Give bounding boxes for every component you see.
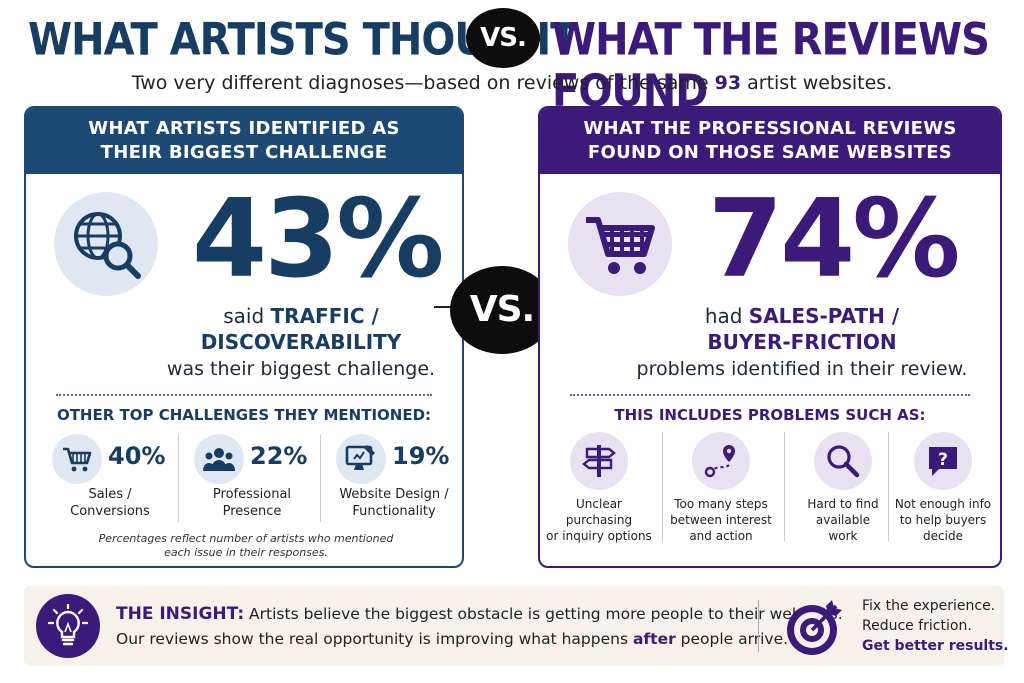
problem-label: Too many steps between interest and action — [664, 496, 778, 544]
problem-label: Hard to find available work — [786, 496, 900, 544]
problem-label-line1: Hard to find — [807, 497, 879, 511]
title-vs-badge: VS. — [466, 8, 540, 68]
insight-line1: THE INSIGHT: Artists believe the biggest… — [116, 604, 843, 624]
problem-label-line1: Too many steps — [674, 497, 768, 511]
challenge-label: Website Design / Functionality — [324, 486, 464, 520]
middle-vs-badge: VS. — [450, 266, 554, 354]
cta-line2: Reduce friction. — [862, 618, 972, 634]
problem-divider — [888, 432, 889, 542]
footnote-line1: Percentages reflect number of artists wh… — [98, 532, 394, 545]
dotted-divider — [570, 394, 970, 396]
problem-divider — [784, 432, 785, 542]
challenge-label-line2: Conversions — [70, 504, 150, 519]
insight-bar: THE INSIGHT: Artists believe the biggest… — [24, 586, 1009, 666]
problem-label: Not enough info to help buyers decide — [886, 496, 1000, 544]
insight-line2-after: people arrive. — [675, 630, 789, 648]
problem-label-line2: available — [815, 513, 871, 527]
artists-stat-said: said — [223, 304, 271, 328]
insight-line2-highlight: after — [632, 630, 676, 648]
artists-stat-highlight2: DISCOVERABILITY — [200, 330, 402, 354]
shopping-cart-icon — [568, 192, 672, 296]
insight-divider — [758, 600, 759, 652]
problem-label-line2: between interest — [670, 513, 772, 527]
reviews-panel: WHAT THE PROFESSIONAL REVIEWS FOUND ON T… — [538, 106, 1002, 568]
challenge-label: Sales / Conversions — [40, 486, 180, 520]
signpost-icon — [570, 432, 628, 490]
subtitle-number: 93 — [714, 72, 742, 94]
insight-line1-text: Artists believe the biggest obstacle is … — [244, 605, 843, 623]
problem-label-line1: Not enough info — [894, 497, 992, 511]
people-group-icon — [194, 434, 244, 484]
artists-stat-line3: was their biggest challenge. — [166, 358, 436, 380]
challenge-divider — [178, 434, 179, 522]
challenge-percent: 19% — [392, 442, 450, 470]
footnote-line2: each issue in their responses. — [164, 546, 328, 559]
challenge-percent: 22% — [250, 442, 308, 470]
problem-label-line3: work — [828, 529, 858, 543]
monitor-design-icon — [336, 434, 386, 484]
reviews-stat-had: had — [704, 304, 749, 328]
route-pin-icon — [692, 432, 750, 490]
challenge-item: 22% Professional Presence — [182, 434, 322, 524]
artists-panel-heading: WHAT ARTISTS IDENTIFIED AS THEIR BIGGEST… — [26, 108, 462, 174]
artists-big-percent: 43% — [192, 177, 445, 302]
problem-item: ? Not enough info to help buyers decide — [886, 432, 1000, 544]
problem-item: Unclear purchasing or inquiry options — [542, 432, 656, 544]
problem-divider — [662, 432, 663, 542]
challenge-label: Professional Presence — [182, 486, 322, 520]
challenge-label-line1: Professional — [212, 487, 292, 502]
problem-item: Hard to find available work — [786, 432, 900, 544]
question-bubble-icon: ? — [914, 432, 972, 490]
artists-panel: WHAT ARTISTS IDENTIFIED AS THEIR BIGGEST… — [24, 106, 464, 568]
other-challenges-heading: OTHER TOP CHALLENGES THEY MENTIONED: — [56, 406, 432, 424]
dotted-divider — [56, 394, 432, 396]
artists-stat-line1: said TRAFFIC / — [156, 304, 446, 328]
insight-line2-before: Our reviews show the real opportunity is… — [116, 630, 633, 648]
challenge-label-line2: Presence — [222, 504, 282, 519]
insight-line2: Our reviews show the real opportunity is… — [116, 630, 788, 648]
reviews-big-percent: 74% — [708, 177, 961, 302]
cta-line3: Get better results. — [862, 638, 1009, 654]
title-row: WHAT ARTISTS THOUGHT VS. WHAT THE REVIEW… — [0, 8, 1024, 117]
shopping-cart-icon — [52, 434, 102, 484]
challenge-label-line1: Sales / — [88, 487, 132, 502]
challenge-label-line2: Functionality — [352, 504, 436, 519]
globe-search-icon — [54, 192, 158, 296]
footnote: Percentages reflect number of artists wh… — [66, 532, 426, 560]
reviews-panel-heading: WHAT THE PROFESSIONAL REVIEWS FOUND ON T… — [540, 108, 1000, 174]
reviews-heading-line2: FOUND ON THOSE SAME WEBSITES — [587, 142, 953, 163]
svg-text:?: ? — [938, 450, 948, 470]
reviews-heading-line1: WHAT THE PROFESSIONAL REVIEWS — [583, 118, 957, 139]
challenge-label-line1: Website Design / — [339, 487, 449, 502]
problem-label-line3: and action — [689, 529, 753, 543]
challenge-item: 40% Sales / Conversions — [40, 434, 180, 524]
subtitle: Two very different diagnoses—based on re… — [0, 72, 1024, 94]
problem-label: Unclear purchasing or inquiry options — [542, 496, 656, 544]
problem-label-line1: Unclear purchasing — [565, 497, 633, 527]
subtitle-before: Two very different diagnoses—based on re… — [131, 72, 715, 94]
problem-label-line2: to help buyers — [899, 513, 987, 527]
artists-heading-line2: THEIR BIGGEST CHALLENGE — [100, 142, 388, 163]
reviews-stat-line3: problems identified in their review. — [636, 358, 968, 380]
lightbulb-icon — [36, 594, 100, 658]
artists-heading-line1: WHAT ARTISTS IDENTIFIED AS — [88, 118, 400, 139]
insight-label: THE INSIGHT: — [116, 604, 245, 624]
title-right: WHAT THE REVIEWS FOUND — [552, 14, 990, 118]
target-arrow-icon — [784, 596, 846, 658]
cta-line1: Fix the experience. — [862, 598, 996, 614]
challenge-percent: 40% — [108, 442, 166, 470]
magnifier-icon — [814, 432, 872, 490]
reviews-stat-line1: had SALES-PATH / — [612, 304, 992, 328]
problem-item: Too many steps between interest and action — [664, 432, 778, 544]
reviews-stat-highlight1: SALES-PATH / — [748, 304, 900, 328]
problems-heading: THIS INCLUDES PROBLEMS SUCH AS: — [614, 406, 926, 424]
challenge-item: 19% Website Design / Functionality — [324, 434, 464, 524]
problem-label-line2: or inquiry options — [546, 529, 652, 543]
challenge-divider — [320, 434, 321, 522]
reviews-stat-highlight2: BUYER-FRICTION — [707, 330, 897, 354]
subtitle-after: artist websites. — [741, 72, 893, 94]
problem-label-line3: decide — [923, 529, 963, 543]
artists-stat-highlight1: TRAFFIC / — [270, 304, 379, 328]
vs-connector-line — [434, 306, 464, 308]
